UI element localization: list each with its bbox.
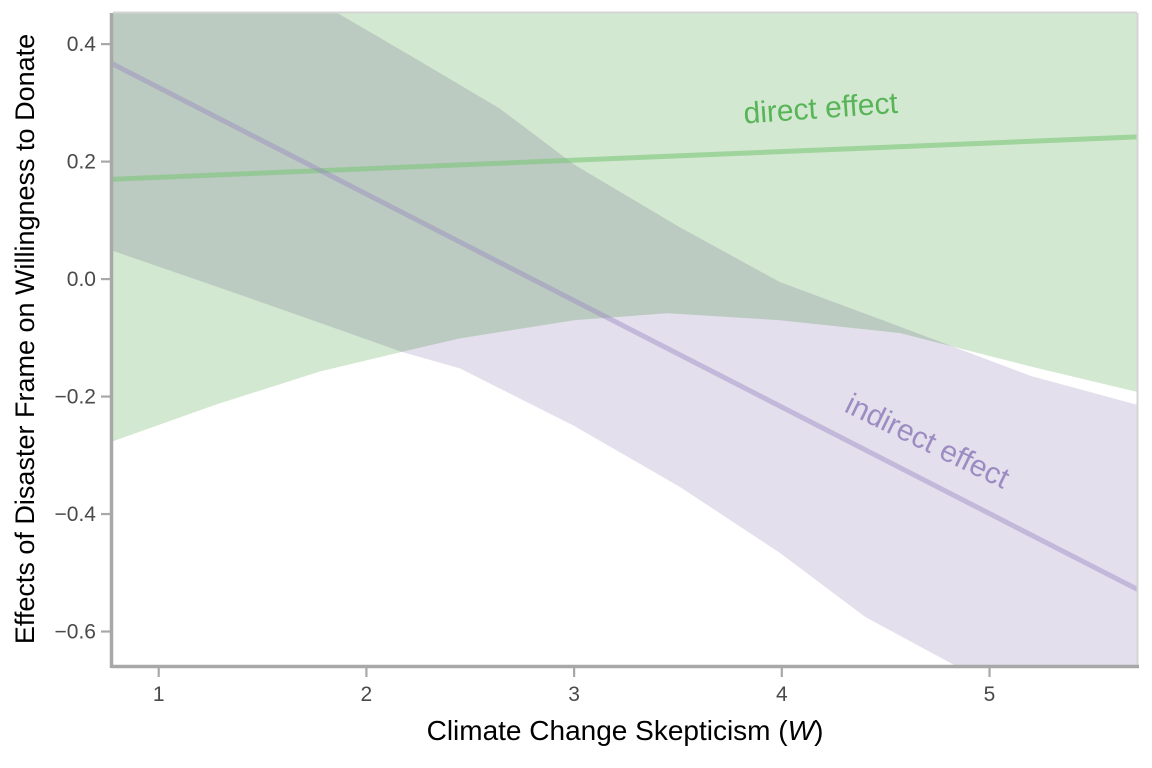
x-tick-label: 1 xyxy=(153,683,165,706)
x-tick-label: 2 xyxy=(361,683,373,706)
y-tick-label: −0.6 xyxy=(55,621,96,644)
indirect-effect-band xyxy=(113,13,1137,665)
x-tick-label: 4 xyxy=(776,683,788,706)
confidence-bands xyxy=(113,13,1137,665)
y-tick-label: −0.2 xyxy=(55,386,96,409)
y-tick-label: 0.2 xyxy=(67,151,96,174)
y-tick-label: −0.4 xyxy=(55,503,97,526)
y-tick-label: 0.4 xyxy=(67,33,97,56)
x-tick-label: 5 xyxy=(984,683,996,706)
y-tick-label: 0.0 xyxy=(67,268,96,291)
indirect-effect-line xyxy=(113,61,1137,592)
effect-lines xyxy=(113,61,1137,592)
y-axis-title: Effects of Disaster Frame on Willingness… xyxy=(10,34,40,644)
direct-effect-line xyxy=(113,134,1137,182)
x-axis-title: Climate Change Skepticism (W) xyxy=(427,715,824,746)
x-tick-label: 3 xyxy=(568,683,580,706)
